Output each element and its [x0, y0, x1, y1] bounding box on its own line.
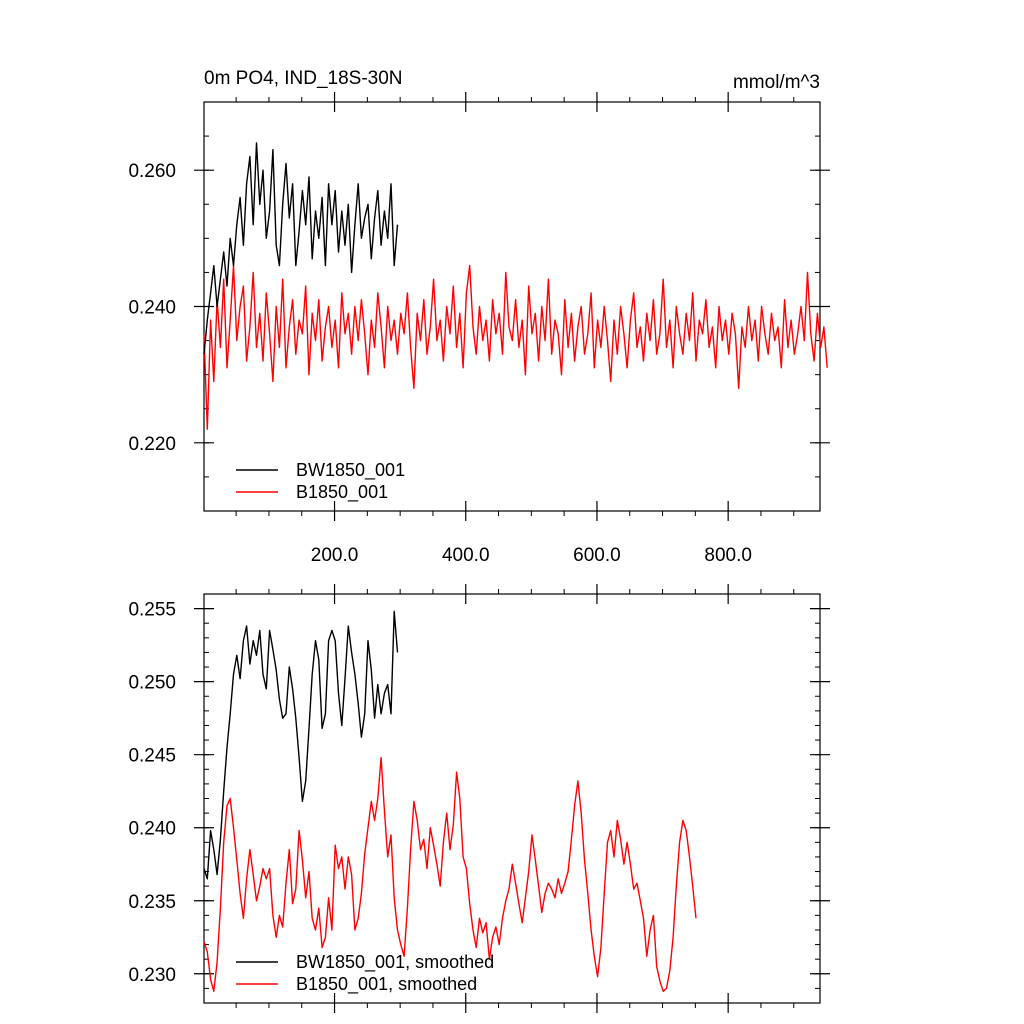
series-line-black — [203, 610, 399, 880]
legend-label: B1850_001, smoothed — [296, 974, 477, 995]
series-line-red — [203, 264, 828, 430]
y-tick-label: 0.250 — [128, 673, 176, 694]
y-tick-label: 0.235 — [128, 892, 176, 913]
y-tick-label: 0.220 — [128, 434, 176, 455]
top-chart-units: mmol/m^3 — [733, 72, 820, 93]
legend-label: BW1850_001 — [296, 460, 405, 481]
top-chart-title: 0m PO4, IND_18S-30N — [204, 68, 403, 89]
x-tick-label: 200.0 — [311, 545, 359, 566]
plot-frame — [203, 593, 821, 1004]
x-tick-label: 400.0 — [442, 545, 490, 566]
bottom-chart-panel: 0.230 0.235 0.240 0.245 0.250 0.255 BW1850_001… — [128, 584, 830, 1013]
legend-label: B1850_001 — [296, 482, 388, 503]
series-line-black — [203, 142, 399, 355]
x-tick-label: 800.0 — [704, 545, 752, 566]
x-tick-label: 600.0 — [573, 545, 621, 566]
y-tick-label: 0.260 — [128, 161, 176, 182]
y-tick-label: 0.230 — [128, 965, 176, 986]
y-tick-label: 0.245 — [128, 746, 176, 767]
y-tick-label: 0.240 — [128, 819, 176, 840]
top-chart-panel: 0m PO4, IND_18S-30N mmol/m^3 0.220 0.240 0… — [128, 68, 830, 566]
y-tick-label: 0.240 — [128, 298, 176, 319]
plot-frame — [203, 101, 821, 512]
y-tick-label: 0.255 — [128, 600, 176, 621]
series-line-red — [203, 756, 697, 992]
legend-label: BW1850_001, smoothed — [296, 952, 494, 973]
